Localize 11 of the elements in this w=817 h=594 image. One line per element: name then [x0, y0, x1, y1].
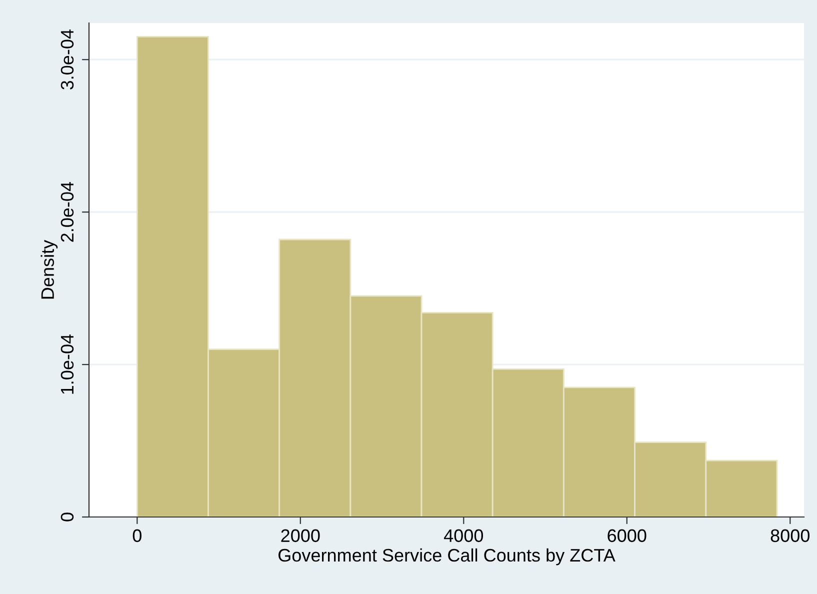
x-tick-label: 0	[132, 529, 142, 542]
y-tick-label: 1.0e-04	[60, 334, 74, 394]
y-tick-label: 0	[60, 512, 74, 522]
x-tick-label: 4000	[444, 529, 484, 542]
y-axis-title: Density	[40, 240, 58, 299]
x-tick-label: 6000	[608, 529, 646, 542]
y-tick-label: 3.0e-04	[60, 30, 74, 90]
x-axis-title: Government Service Call Counts by ZCTA	[278, 548, 616, 566]
y-tick-label: 2.0e-04	[60, 182, 74, 242]
x-tick-label: 8000	[770, 529, 810, 542]
x-tick-label: 2000	[281, 529, 320, 542]
